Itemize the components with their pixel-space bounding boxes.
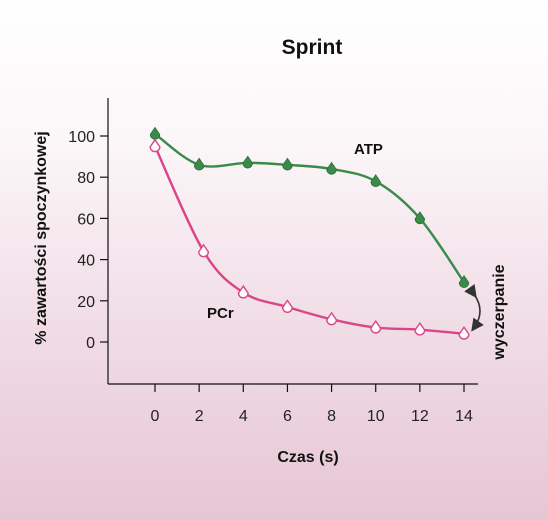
data-point-pcr [326,311,338,326]
series-label-atp: ATP [354,141,383,158]
data-point-atp [414,211,426,225]
exhaustion-arrow [464,284,484,332]
data-point-pcr [237,284,249,299]
chart-title: Sprint [282,36,343,59]
x-tick-label: 4 [239,408,248,425]
data-point-atp [149,126,161,140]
x-tick-label: 0 [151,408,160,425]
x-axis-label: Czas (s) [277,449,338,466]
series-layer [149,126,470,340]
data-point-pcr [414,321,426,336]
x-tick-label: 12 [411,408,429,425]
annotation-wyczerpanie: wyczerpanie [491,264,508,360]
data-point-atp [370,174,381,187]
data-point-atp [326,161,337,175]
x-tick-labels: 0 2 4 6 8 10 12 14 [151,384,473,425]
y-tick-label: 40 [77,253,95,270]
x-tick-label: 6 [283,408,292,425]
y-axis-label: % zawartości spoczynkowej [33,131,50,344]
x-tick-label: 10 [367,408,385,425]
series-label-pcr: PCr [207,305,234,322]
y-tick-label: 60 [77,211,95,228]
series-line-pcr [153,145,465,335]
x-tick-label: 14 [455,408,473,425]
data-point-pcr [198,243,210,258]
y-tick-label: 0 [86,335,95,352]
y-tick-label: 80 [77,170,95,187]
data-point-pcr [370,319,382,334]
series-line-atp [154,132,465,283]
data-point-pcr [149,138,161,153]
data-point-pcr [458,326,470,340]
data-point-pcr [281,299,293,313]
x-tick-label: 8 [327,408,336,425]
data-point-atp [242,155,253,169]
y-tick-label: 100 [68,129,95,146]
y-tick-labels: 0 20 40 60 80 100 [68,129,108,352]
y-tick-label: 20 [77,294,95,311]
data-point-atp [193,157,205,171]
data-point-atp [282,157,293,171]
x-tick-label: 2 [195,408,204,425]
